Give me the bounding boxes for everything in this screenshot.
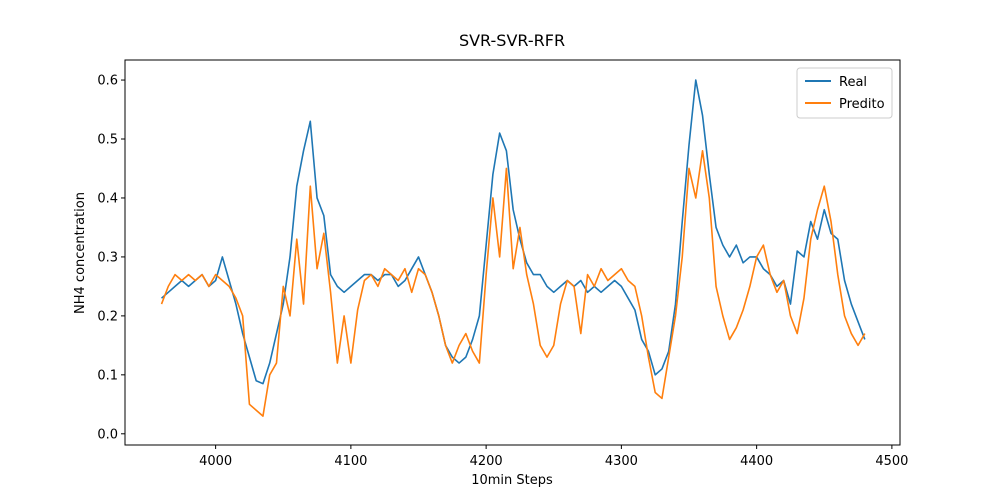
y-tick-label: 0.0 bbox=[97, 427, 118, 442]
y-axis-label: NH4 concentration bbox=[73, 192, 88, 314]
x-tick-label: 4000 bbox=[199, 454, 232, 469]
x-tick-label: 4400 bbox=[740, 454, 773, 469]
data-line bbox=[160, 150, 866, 417]
y-tick-label: 0.1 bbox=[97, 368, 118, 383]
x-tick-label: 4200 bbox=[470, 454, 503, 469]
y-tick-label: 0.6 bbox=[97, 74, 118, 89]
y-tick-label: 0.2 bbox=[97, 309, 118, 324]
data-line bbox=[160, 79, 866, 385]
y-tick-label: 0.5 bbox=[97, 133, 118, 148]
x-tick-label: 4100 bbox=[334, 454, 367, 469]
x-tick-label: 4500 bbox=[875, 454, 908, 469]
plot-frame bbox=[124, 59, 901, 446]
y-tick-label: 0.3 bbox=[97, 250, 118, 265]
legend: Real Predito bbox=[796, 67, 893, 119]
chart-title: SVR-SVR-RFR bbox=[459, 31, 565, 50]
legend-label: Predito bbox=[839, 97, 885, 112]
x-axis-label: 10min Steps bbox=[471, 473, 553, 488]
legend-label: Real bbox=[839, 75, 867, 90]
x-tick-label: 4300 bbox=[605, 454, 638, 469]
y-tick-label: 0.4 bbox=[97, 191, 118, 206]
